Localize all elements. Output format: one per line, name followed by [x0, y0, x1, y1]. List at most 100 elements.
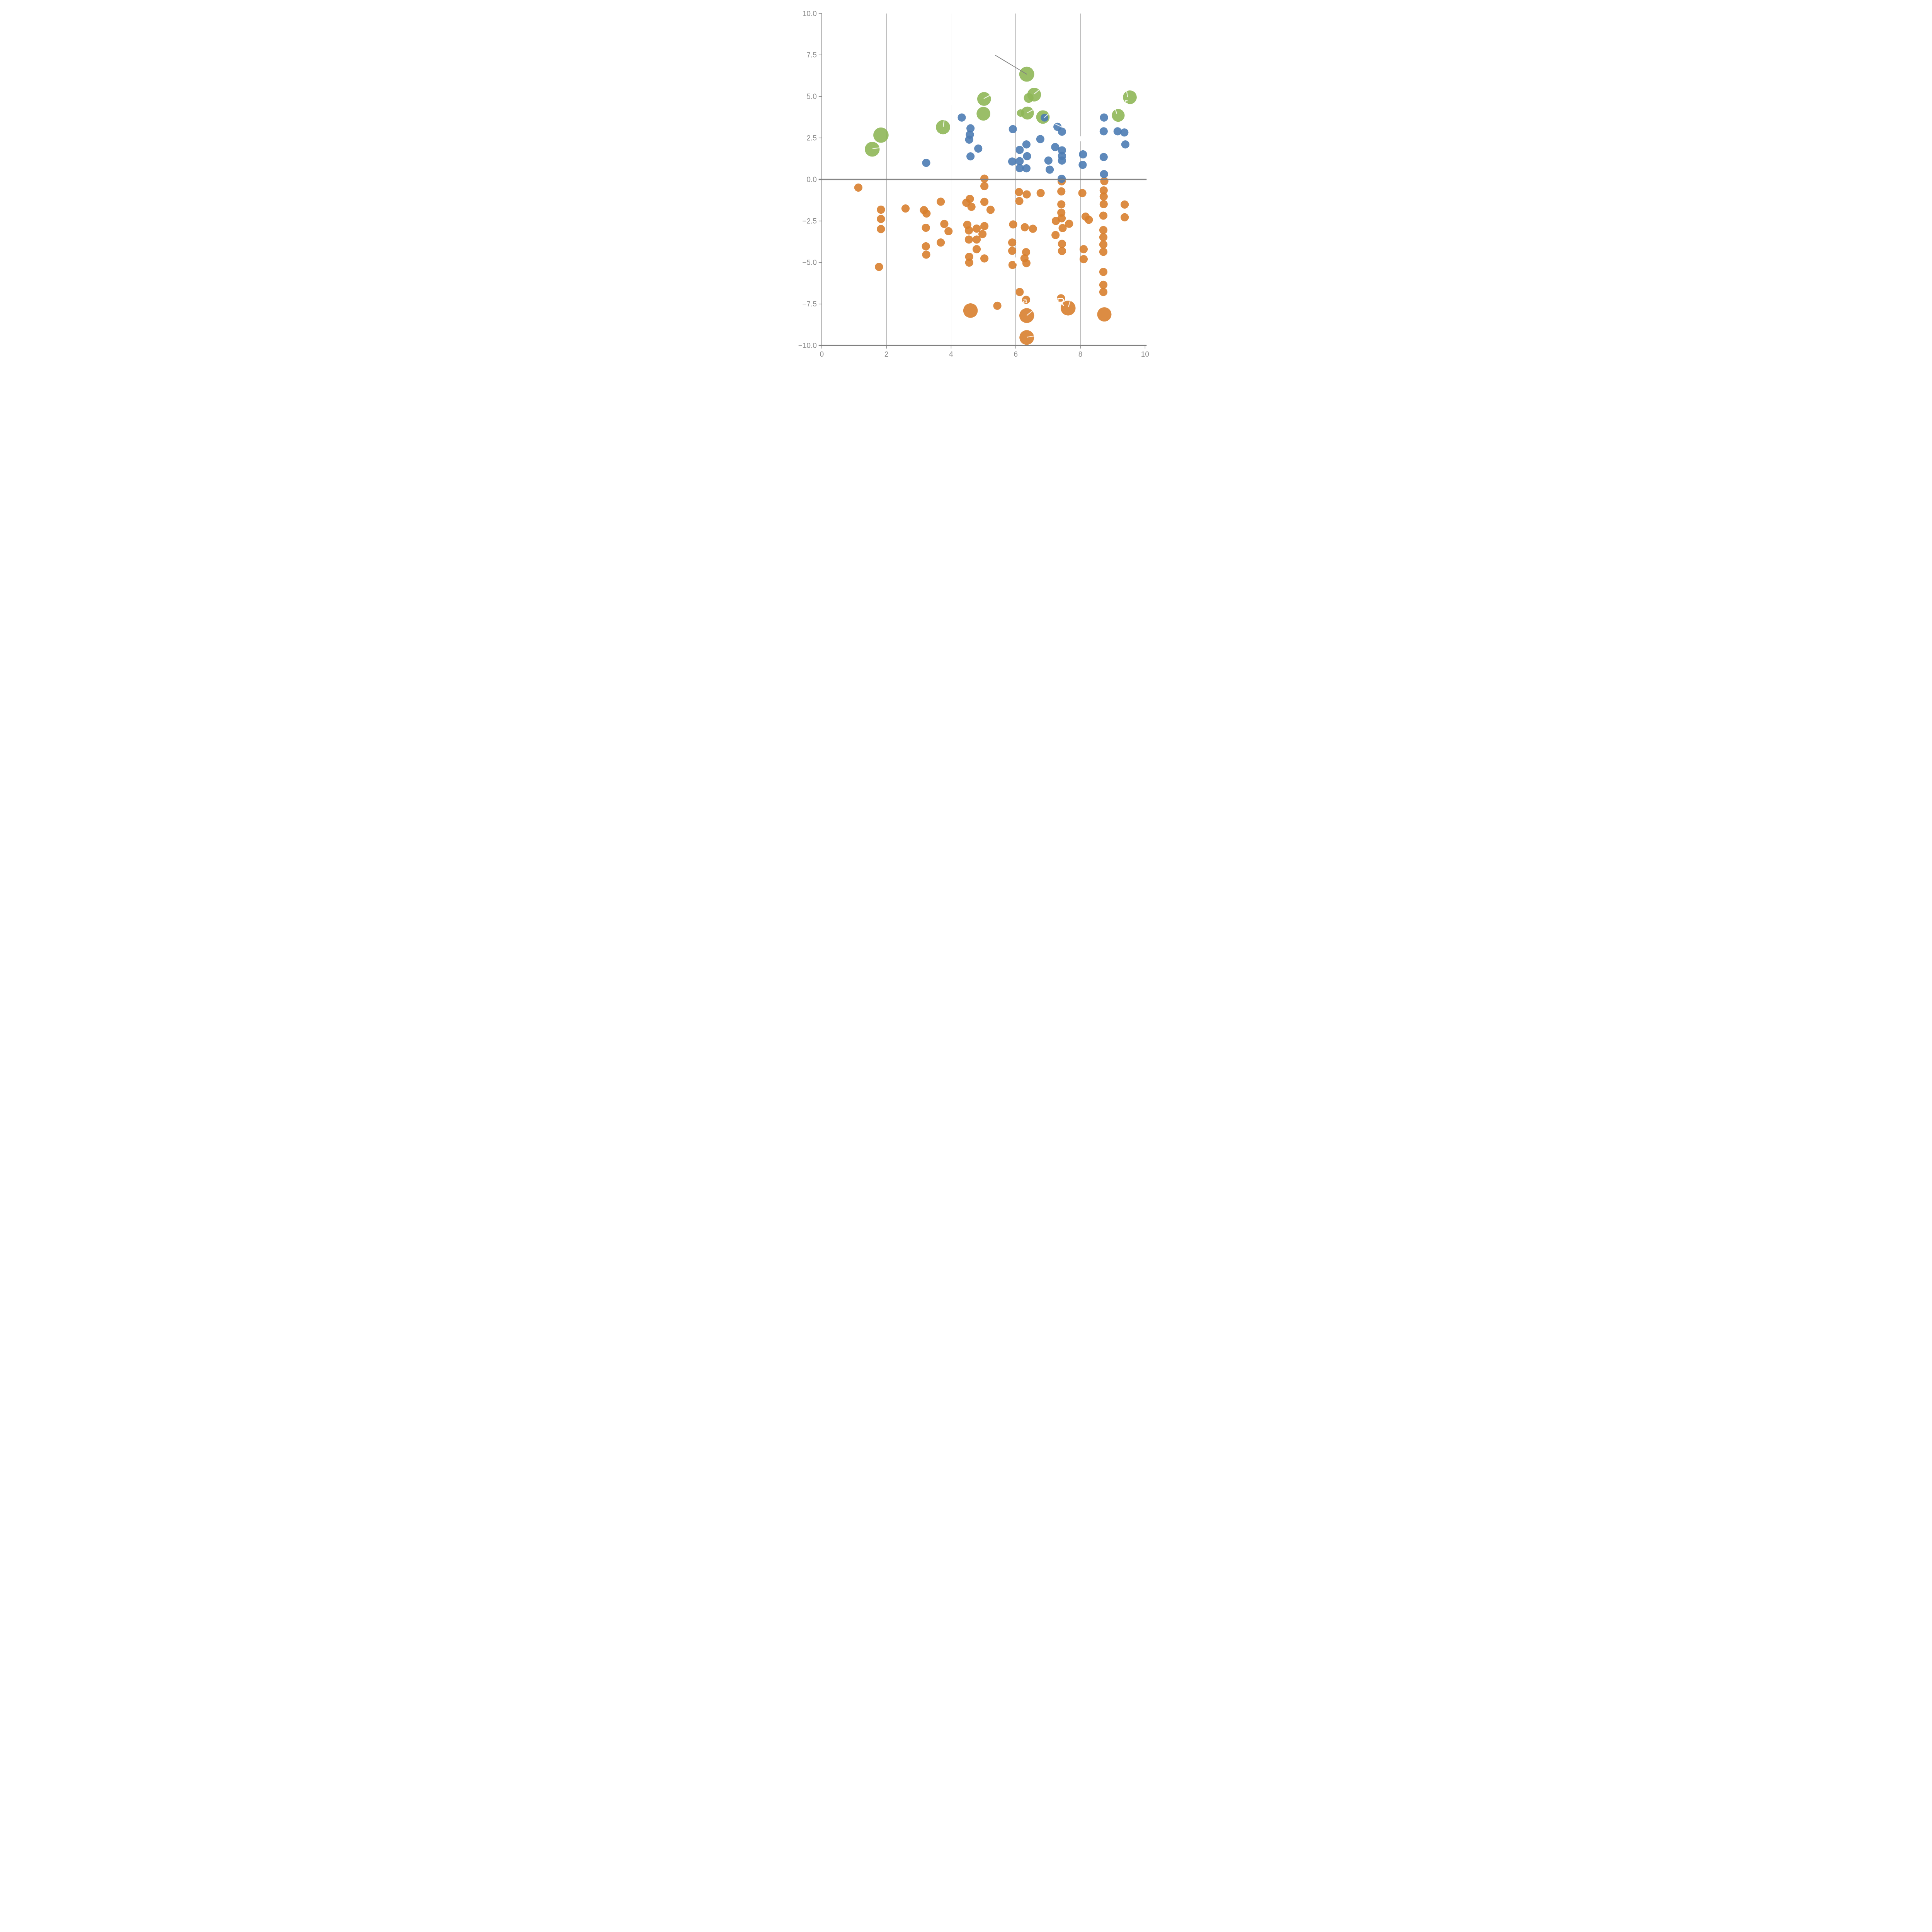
bubble-orange — [1051, 217, 1060, 225]
bubble-orange — [1022, 190, 1031, 199]
bubble-orange — [875, 263, 883, 271]
bubble-orange — [993, 301, 1002, 310]
bubble-orange — [1008, 261, 1017, 269]
bubble-orange — [940, 219, 949, 228]
y-tick-label: 2.5 — [806, 134, 816, 143]
x-tick-label: 4 — [949, 350, 953, 359]
white-leader-line — [943, 116, 945, 127]
bubble-orange — [1036, 189, 1045, 197]
bubble-blue — [974, 144, 983, 153]
bubble-orange — [964, 226, 973, 235]
bubble-orange — [1008, 247, 1017, 255]
bubble-green — [1017, 109, 1024, 117]
x-tick-label: 8 — [1078, 350, 1083, 359]
white-leader-line — [983, 92, 995, 99]
bubble-orange — [1121, 200, 1129, 209]
bubble-orange — [1015, 288, 1024, 296]
bubble-orange — [986, 206, 995, 214]
bubble-orange — [980, 254, 989, 263]
axes: 10.0 7.5 5.0 2.5 0.0 −2.5 −5.0 −7.5 −10.00 2 4 6 8 10 — [798, 10, 1149, 359]
bubble-blue — [966, 152, 975, 161]
bubble-orange — [1058, 247, 1066, 255]
bubble-orange — [1029, 224, 1037, 233]
bubble-orange — [1099, 240, 1108, 249]
bubble-orange — [877, 215, 885, 223]
white-leader-line — [872, 146, 886, 149]
bubble-orange — [1099, 226, 1108, 235]
bubble-blue — [1100, 170, 1108, 179]
bubble-orange — [963, 303, 978, 318]
bubble-orange — [1019, 330, 1034, 345]
bubble-orange — [937, 238, 945, 247]
bubble-orange — [1099, 248, 1108, 256]
bubble-blue — [966, 124, 975, 133]
bubble-blue — [1009, 125, 1017, 133]
bubble-orange — [972, 224, 981, 233]
white-text-fragment: R — [1056, 296, 1065, 308]
bubble-blue — [1113, 127, 1122, 136]
white-leader-line — [1114, 107, 1117, 114]
bubble-blue — [1036, 135, 1044, 143]
annotations: KE Ra — [872, 55, 1128, 338]
annotation-pointer-line — [995, 55, 1027, 75]
bubble-blue — [1008, 157, 1017, 166]
bubble-orange — [980, 182, 989, 190]
bubble-blue — [1079, 150, 1087, 159]
bubble-orange — [1051, 231, 1060, 239]
bubble-orange — [965, 252, 973, 261]
x-tick-label: 6 — [1014, 350, 1018, 359]
bubble-blue — [1120, 128, 1129, 137]
bubble-green — [976, 107, 990, 121]
y-tick-label: 5.0 — [806, 93, 816, 101]
white-leader-line — [1053, 123, 1062, 127]
y-tick-label: −5.0 — [802, 259, 817, 267]
y-tick-label: 7.5 — [806, 51, 816, 60]
bubble-orange — [972, 245, 981, 253]
bubble-blue — [1058, 128, 1066, 136]
bubble-orange — [1099, 281, 1108, 289]
x-tick-label: 2 — [884, 350, 889, 359]
bubble-orange — [1060, 301, 1076, 316]
bubble-orange — [1097, 307, 1112, 322]
bubble-orange — [1009, 220, 1017, 229]
bubble-blue — [1022, 140, 1031, 149]
bubble-orange — [1085, 216, 1093, 224]
bubble-blue — [1058, 156, 1066, 165]
bubble-green — [936, 120, 950, 134]
bubble-orange — [1099, 211, 1108, 220]
bubble-orange — [877, 225, 885, 233]
bubble-orange — [1015, 197, 1024, 205]
bubble-blue — [1078, 160, 1087, 169]
white-text-fragment: a — [1023, 296, 1027, 305]
bubble-orange — [922, 223, 930, 232]
white-leader-line — [1027, 335, 1036, 338]
bubble-chart-page: 10.0 7.5 5.0 2.5 0.0 −2.5 −5.0 −7.5 −10.0 0 2 4 6 8 10… — [773, 0, 1159, 386]
bubble-green — [865, 142, 880, 157]
bubble-blue — [1057, 175, 1066, 183]
bubble-green — [1024, 93, 1034, 103]
bubble-orange — [980, 174, 989, 183]
bubble-orange — [1100, 177, 1109, 185]
bubble-green — [977, 92, 991, 106]
bubble-orange — [1057, 294, 1065, 303]
bubble-orange — [1079, 245, 1088, 253]
bubble-orange — [922, 250, 930, 259]
bubble-orange — [1099, 186, 1108, 195]
bubble-orange — [967, 202, 976, 211]
x-tick-label: 10 — [1141, 350, 1149, 359]
bubble-blue — [1015, 157, 1024, 165]
bubble-blue — [1022, 164, 1031, 173]
white-leader-line — [1044, 111, 1051, 118]
bubble-blue — [1099, 153, 1108, 162]
bubble-orange — [964, 235, 973, 244]
data-points — [854, 66, 1137, 345]
bubble-blue — [957, 113, 966, 122]
bubble-orange — [944, 227, 953, 236]
bubble-blue — [1044, 156, 1053, 165]
bubble-orange — [980, 222, 989, 230]
bubble-orange — [1015, 188, 1023, 196]
bubble-orange — [1099, 268, 1108, 276]
bubble-orange — [1019, 308, 1034, 323]
white-leader-line — [1034, 88, 1041, 95]
bubble-orange — [1065, 219, 1073, 228]
